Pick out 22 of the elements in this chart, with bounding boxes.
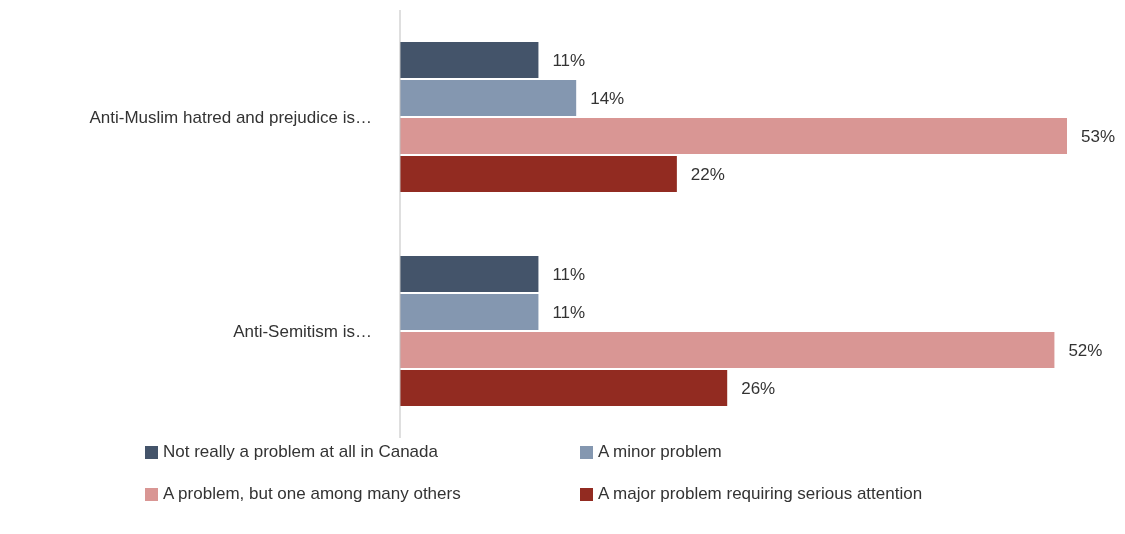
legend-label: A problem, but one among many others: [163, 484, 461, 504]
bar: [400, 42, 539, 78]
y-tick-label: Anti-Muslim hatred and prejudice is…: [89, 108, 372, 128]
data-label: 22%: [690, 165, 725, 185]
bar: [400, 80, 577, 116]
data-label: 11%: [552, 51, 586, 71]
bar: [400, 118, 1067, 154]
bar: [400, 370, 728, 406]
data-label: 52%: [1068, 341, 1103, 361]
bar: [400, 156, 677, 192]
data-label: 14%: [590, 89, 625, 109]
data-label: 11%: [552, 265, 586, 285]
legend-label: A major problem requiring serious attention: [598, 484, 923, 504]
bar: [400, 332, 1055, 368]
y-tick-label: Anti-Semitism is…: [233, 322, 372, 342]
data-label: 11%: [552, 303, 586, 323]
bar: [400, 256, 539, 292]
legend-label: Not really a problem at all in Canada: [163, 442, 438, 462]
data-label: 26%: [741, 379, 776, 399]
legend-label: A minor problem: [598, 442, 722, 462]
bar: [400, 294, 539, 330]
data-label: 53%: [1081, 127, 1116, 147]
